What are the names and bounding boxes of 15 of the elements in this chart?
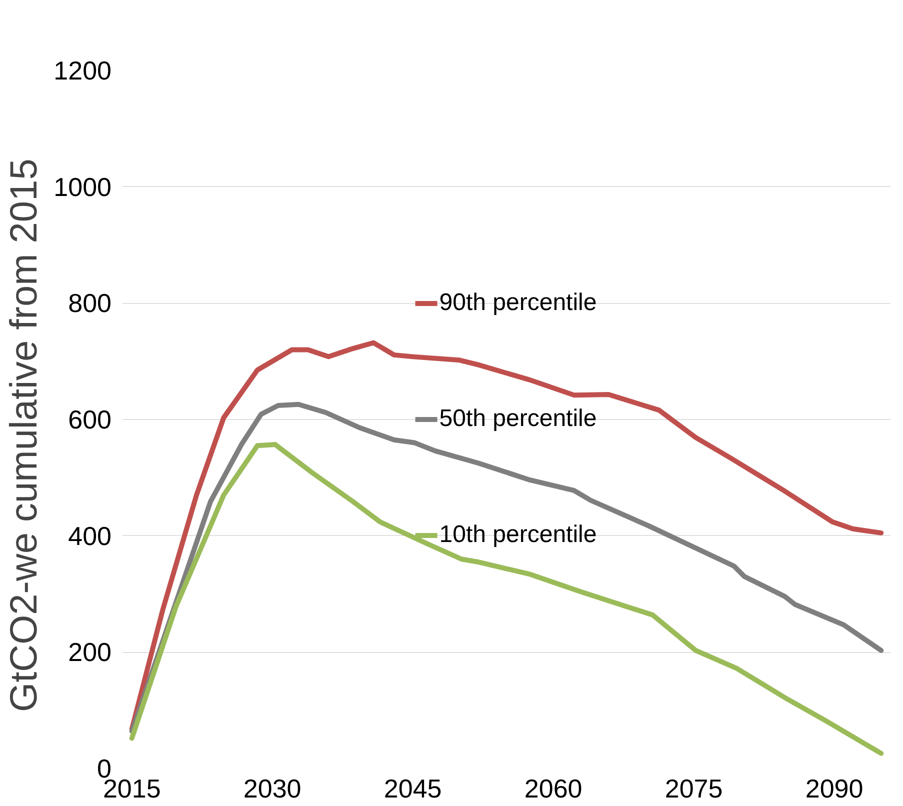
x-tick-label: 2060 [524,774,582,804]
y-tick-label: 1000 [54,172,112,202]
legend-label: 10th percentile [439,521,597,549]
x-tick-label: 2090 [805,774,864,804]
x-tick-label: 2075 [664,774,723,804]
y-tick-label: 600 [68,404,112,434]
x-tick-label: 2030 [243,774,302,804]
x-tick-label: 2045 [384,774,442,804]
y-tick-label: 800 [68,288,112,318]
y-tick-label: 400 [68,520,112,551]
y-axis-title: GtCO2-we cumulative from 2015 [4,158,46,712]
y-tick-label: 200 [68,637,112,668]
legend-label: 50th percentile [439,405,597,433]
legend-label: 90th percentile [439,289,597,317]
y-tick-label: 1200 [54,56,112,86]
